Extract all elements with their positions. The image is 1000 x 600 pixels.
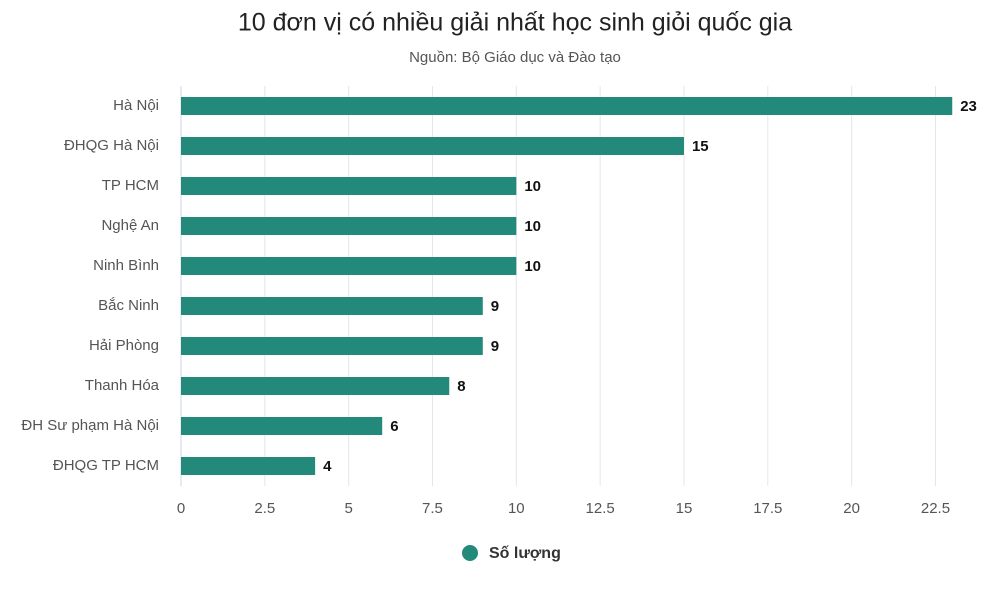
y-tick-label: ĐH Sư phạm Hà Nội [21,417,159,434]
bar [181,377,450,395]
x-tick-label: 22.5 [921,500,950,517]
bar [181,97,953,115]
legend-label: Số lượng [489,545,561,562]
chart-title: 10 đơn vị có nhiều giải nhất học sinh gi… [238,9,792,37]
bar [181,417,383,435]
x-tick-label: 15 [676,500,693,517]
data-label: 9 [491,338,499,355]
y-tick-label: Ninh Bình [93,257,159,274]
data-label: 4 [323,458,332,475]
bar [181,457,316,475]
bar [181,217,517,235]
data-label: 8 [457,378,465,395]
x-tick-label: 17.5 [753,500,782,517]
y-tick-label: Hải Phòng [89,337,159,354]
bar [181,297,483,315]
y-tick-label: TP HCM [102,177,159,194]
data-label: 6 [390,418,398,435]
x-tick-label: 10 [508,500,525,517]
x-tick-label: 12.5 [586,500,615,517]
y-tick-label: ĐHQG Hà Nội [64,137,159,154]
bar [181,337,483,355]
data-label: 15 [692,138,709,155]
chart-subtitle: Nguồn: Bộ Giáo dục và Đào tạo [409,49,621,66]
bar [181,257,517,275]
data-label: 10 [524,178,541,195]
y-tick-label: Thanh Hóa [85,377,160,394]
data-label: 10 [524,218,541,235]
data-label: 9 [491,298,499,315]
data-label: 23 [960,98,977,115]
y-tick-label: Nghệ An [101,217,159,234]
bar [181,137,684,155]
bar [181,177,517,195]
y-tick-label: Bắc Ninh [98,297,159,314]
legend-marker [462,545,478,561]
y-tick-label: ĐHQG TP HCM [53,457,159,474]
x-tick-label: 2.5 [254,500,275,517]
x-tick-label: 5 [344,500,352,517]
x-tick-label: 7.5 [422,500,443,517]
x-tick-label: 20 [843,500,860,517]
x-tick-label: 0 [177,500,185,517]
data-label: 10 [524,258,541,275]
y-tick-label: Hà Nội [113,97,159,114]
